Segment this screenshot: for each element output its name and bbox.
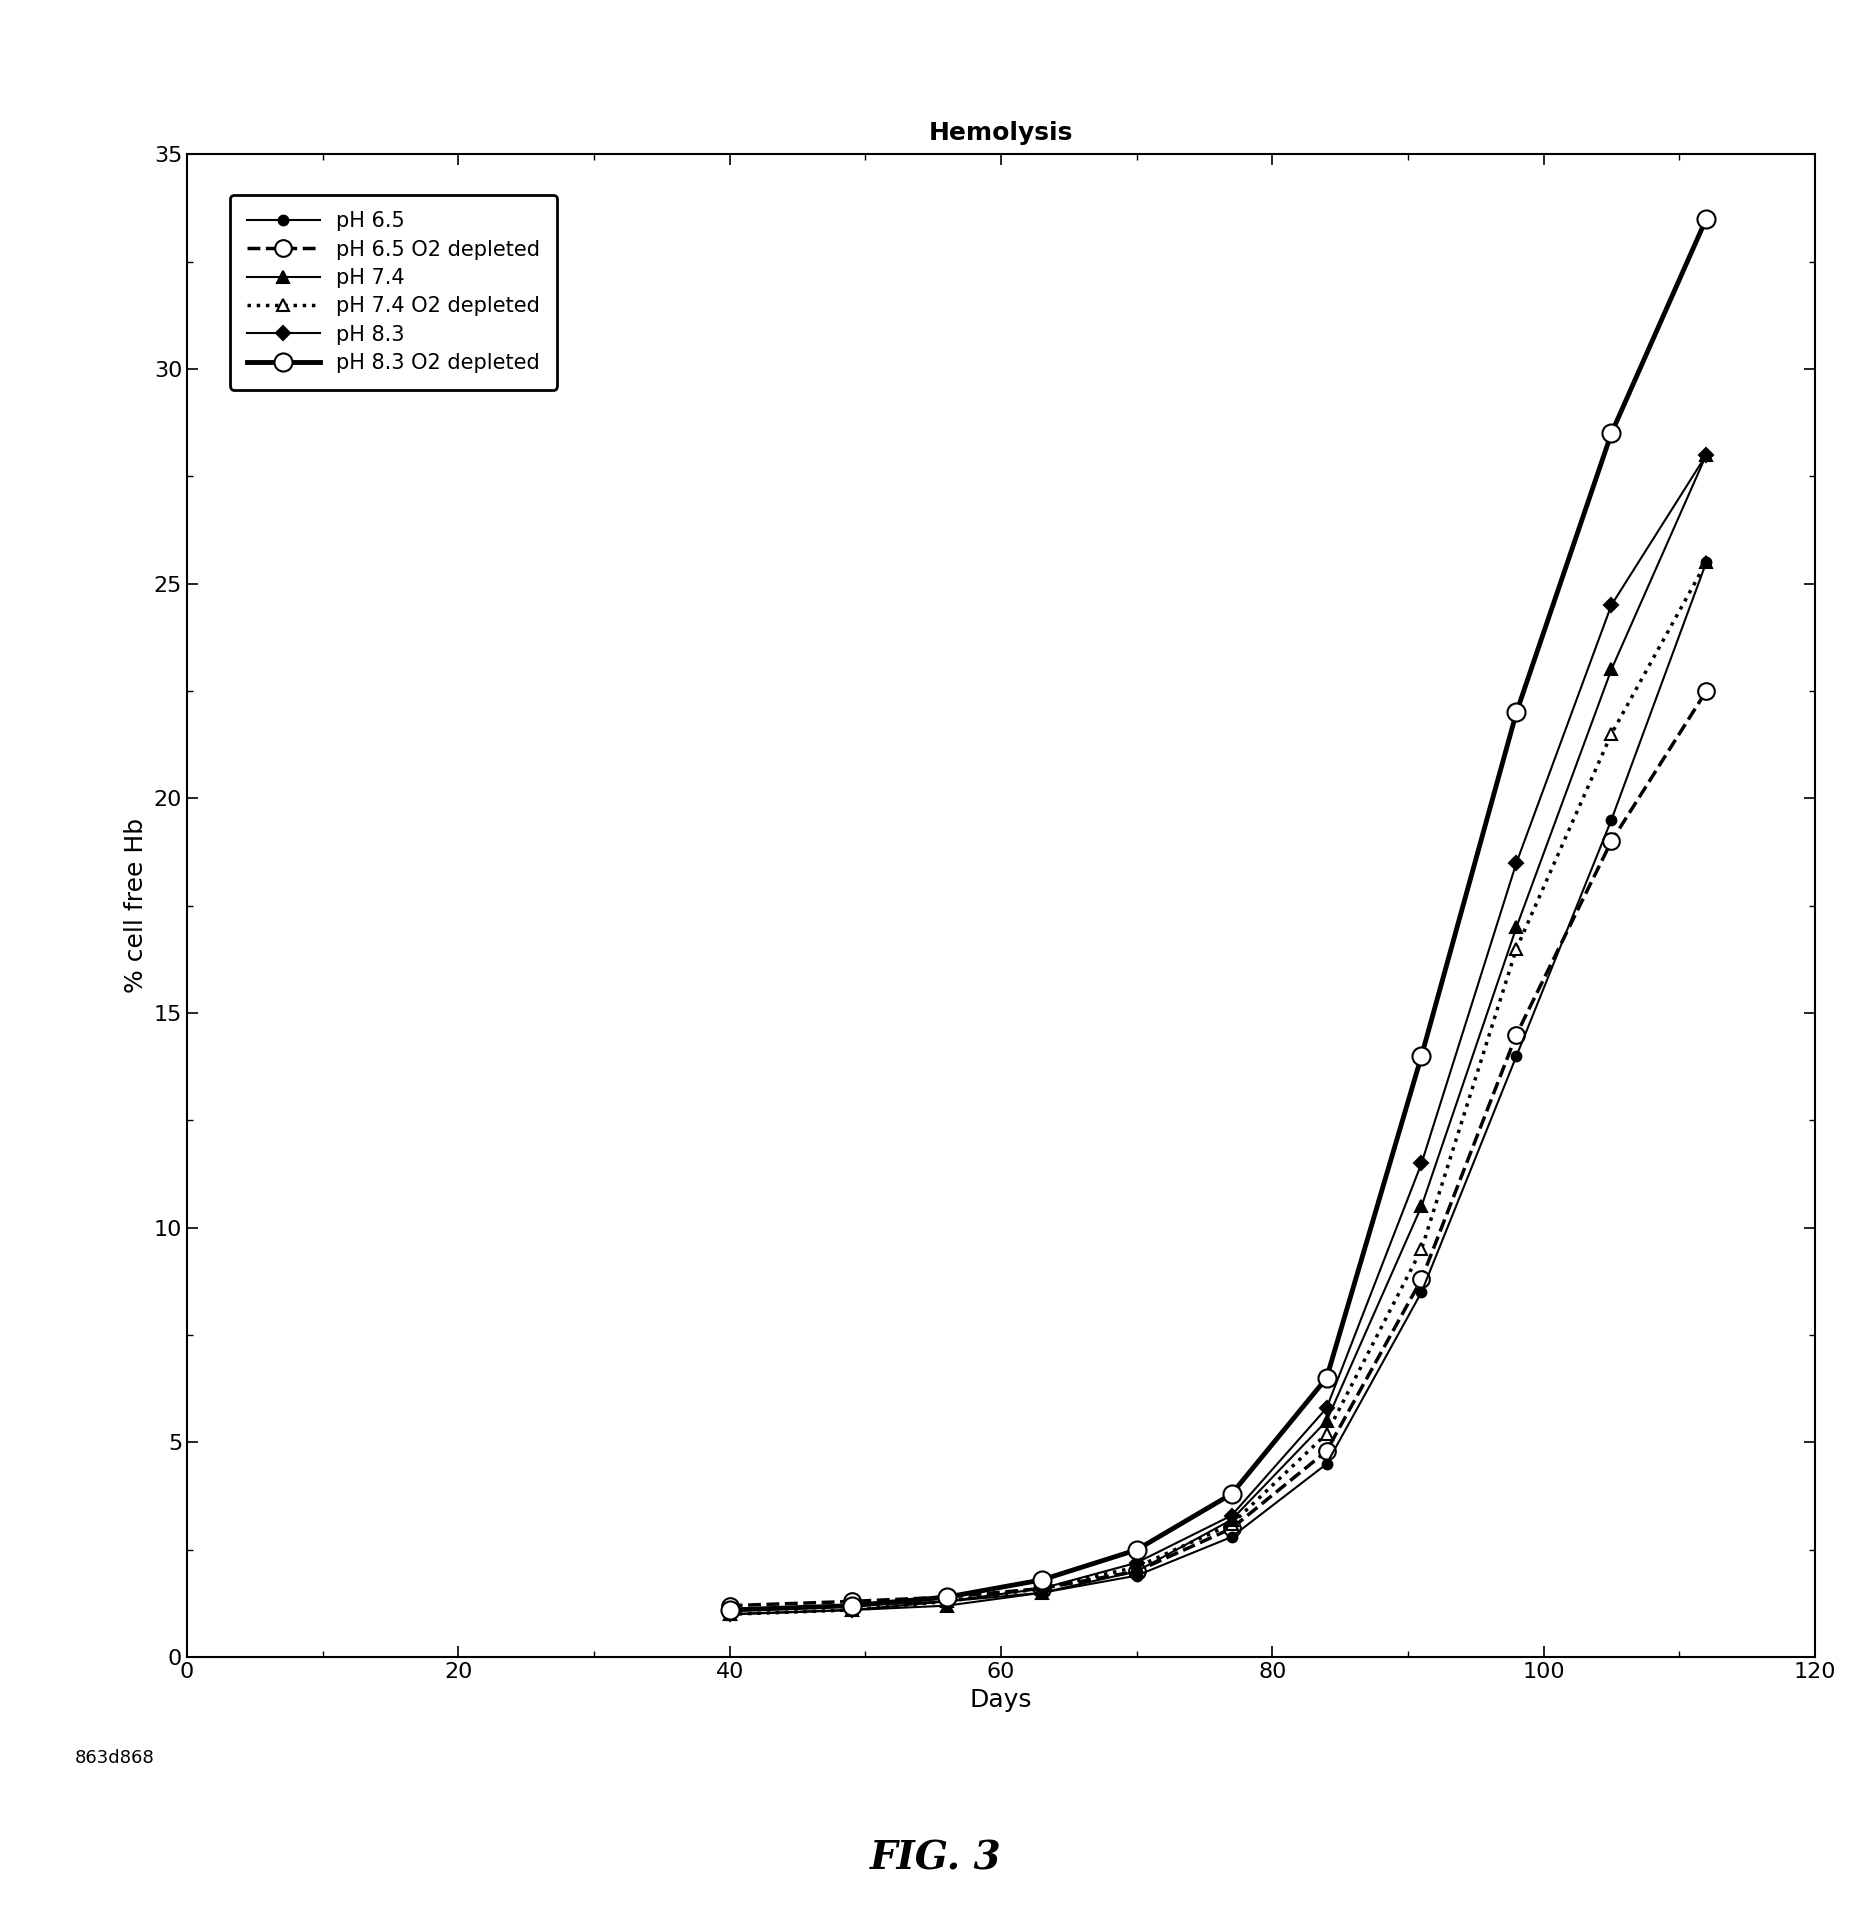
- Line: pH 6.5 O2 depleted: pH 6.5 O2 depleted: [722, 682, 1714, 1615]
- pH 8.3 O2 depleted: [936, 1586, 958, 1609]
- pH 7.4 O2 depleted: [1695, 551, 1718, 574]
- pH 7.4 O2 depleted: [1600, 723, 1622, 746]
- pH 8.3 O2 depleted: [840, 1594, 863, 1617]
- pH 6.5 O2 depleted: [1126, 1559, 1149, 1582]
- pH 6.5 O2 depleted: [1031, 1576, 1053, 1599]
- pH 8.3 O2 depleted: [1220, 1482, 1242, 1505]
- pH 8.3 O2 depleted: [1315, 1366, 1338, 1389]
- pH 6.5: [840, 1594, 863, 1617]
- pH 6.5 O2 depleted: [840, 1590, 863, 1613]
- pH 6.5: [1695, 551, 1718, 574]
- pH 7.4 O2 depleted: [1411, 1237, 1433, 1260]
- Text: FIG. 3: FIG. 3: [870, 1838, 1001, 1877]
- pH 8.3 O2 depleted: [718, 1597, 741, 1621]
- pH 8.3: [1126, 1551, 1149, 1574]
- pH 7.4: [1220, 1509, 1242, 1532]
- pH 6.5 O2 depleted: [1315, 1439, 1338, 1463]
- X-axis label: Days: Days: [969, 1688, 1033, 1711]
- pH 8.3: [1315, 1397, 1338, 1420]
- Title: Hemolysis: Hemolysis: [928, 121, 1074, 145]
- pH 7.4 O2 depleted: [1031, 1576, 1053, 1599]
- pH 7.4: [1504, 915, 1527, 938]
- Line: pH 6.5: pH 6.5: [724, 557, 1712, 1615]
- Line: pH 7.4 O2 depleted: pH 7.4 O2 depleted: [724, 555, 1712, 1621]
- Y-axis label: % cell free Hb: % cell free Hb: [123, 819, 148, 992]
- Legend: pH 6.5, pH 6.5 O2 depleted, pH 7.4, pH 7.4 O2 depleted, pH 8.3, pH 8.3 O2 deplet: pH 6.5, pH 6.5 O2 depleted, pH 7.4, pH 7…: [230, 195, 558, 389]
- pH 8.3: [718, 1603, 741, 1626]
- pH 7.4: [1600, 657, 1622, 680]
- pH 7.4: [1031, 1582, 1053, 1605]
- pH 7.4 O2 depleted: [1315, 1422, 1338, 1445]
- pH 7.4 O2 depleted: [1504, 937, 1527, 960]
- Line: pH 8.3 O2 depleted: pH 8.3 O2 depleted: [720, 210, 1716, 1619]
- pH 6.5 O2 depleted: [936, 1586, 958, 1609]
- pH 6.5: [1315, 1453, 1338, 1476]
- pH 6.5 O2 depleted: [1600, 831, 1622, 854]
- pH 6.5: [1031, 1582, 1053, 1605]
- pH 7.4 O2 depleted: [1126, 1555, 1149, 1578]
- pH 6.5: [1504, 1044, 1527, 1068]
- pH 6.5: [1411, 1281, 1433, 1305]
- pH 7.4 O2 depleted: [1220, 1513, 1242, 1536]
- Text: 863d868: 863d868: [75, 1750, 155, 1767]
- pH 6.5 O2 depleted: [1695, 680, 1718, 703]
- pH 8.3 O2 depleted: [1695, 206, 1718, 229]
- pH 7.4 O2 depleted: [840, 1597, 863, 1621]
- pH 6.5: [1126, 1565, 1149, 1588]
- pH 6.5 O2 depleted: [1220, 1517, 1242, 1540]
- pH 8.3 O2 depleted: [1031, 1569, 1053, 1592]
- pH 8.3: [1600, 594, 1622, 617]
- pH 6.5 O2 depleted: [1504, 1023, 1527, 1046]
- pH 7.4: [840, 1597, 863, 1621]
- pH 6.5 O2 depleted: [1411, 1268, 1433, 1291]
- pH 7.4: [718, 1603, 741, 1626]
- pH 8.3: [1411, 1152, 1433, 1175]
- pH 8.3: [1504, 852, 1527, 875]
- pH 7.4: [936, 1594, 958, 1617]
- pH 6.5 O2 depleted: [718, 1594, 741, 1617]
- pH 8.3: [1695, 443, 1718, 466]
- pH 8.3: [840, 1597, 863, 1621]
- pH 7.4 O2 depleted: [936, 1590, 958, 1613]
- pH 7.4 O2 depleted: [718, 1603, 741, 1626]
- pH 7.4: [1315, 1409, 1338, 1432]
- pH 7.4: [1126, 1559, 1149, 1582]
- pH 8.3 O2 depleted: [1411, 1044, 1433, 1068]
- Line: pH 7.4: pH 7.4: [724, 449, 1712, 1621]
- pH 6.5: [1220, 1526, 1242, 1549]
- pH 6.5: [1600, 807, 1622, 831]
- Line: pH 8.3: pH 8.3: [724, 449, 1712, 1619]
- pH 8.3 O2 depleted: [1504, 701, 1527, 725]
- pH 6.5: [936, 1590, 958, 1613]
- pH 8.3: [1220, 1503, 1242, 1526]
- pH 7.4: [1695, 443, 1718, 466]
- pH 8.3 O2 depleted: [1126, 1538, 1149, 1561]
- pH 6.5: [718, 1597, 741, 1621]
- pH 7.4: [1411, 1195, 1433, 1218]
- pH 8.3: [936, 1590, 958, 1613]
- pH 8.3: [1031, 1576, 1053, 1599]
- pH 8.3 O2 depleted: [1600, 422, 1622, 445]
